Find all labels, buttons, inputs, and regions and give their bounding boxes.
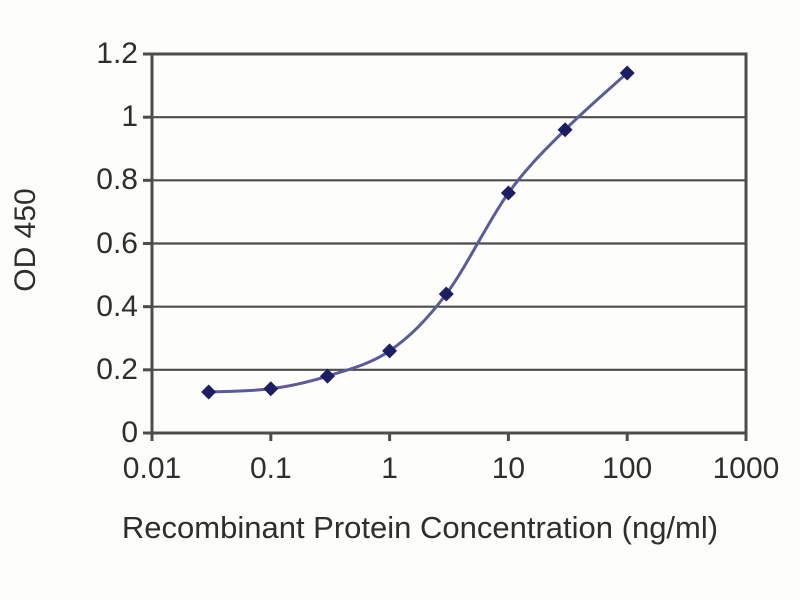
y-tick-label: 0.6 <box>96 226 138 260</box>
gridlines <box>152 52 746 371</box>
y-tick-label: 0 <box>121 416 138 449</box>
y-tick-label: 1.2 <box>96 37 138 70</box>
x-tick-label: 0.1 <box>249 452 292 485</box>
x-tick-label: 0.01 <box>122 452 182 485</box>
y-tick-label: 0.4 <box>96 289 138 323</box>
y-tick-label: 1 <box>121 100 138 134</box>
data-point-marker <box>201 384 217 400</box>
x-tick-label: 1 <box>381 452 398 485</box>
data-point-marker <box>500 185 516 201</box>
x-tick-label: 1000 <box>712 452 780 485</box>
data-point-marker <box>557 122 573 138</box>
data-point-marker <box>382 343 398 359</box>
x-tick-label: 10 <box>491 452 526 485</box>
axis-tick-marks <box>143 52 748 441</box>
x-axis-title: Recombinant Protein Concentration (ng/ml… <box>121 510 719 545</box>
data-point-marker <box>438 286 454 302</box>
data-point-marker <box>319 368 335 384</box>
series-markers <box>201 65 635 400</box>
series-line <box>208 71 629 394</box>
x-tick-label: 100 <box>602 452 653 485</box>
y-tick-label: 0.2 <box>96 352 138 386</box>
data-point-marker <box>619 65 635 81</box>
y-axis-title: OD 450 <box>9 188 42 292</box>
data-point-marker <box>263 381 279 397</box>
y-tick-label: 0.8 <box>96 163 138 197</box>
